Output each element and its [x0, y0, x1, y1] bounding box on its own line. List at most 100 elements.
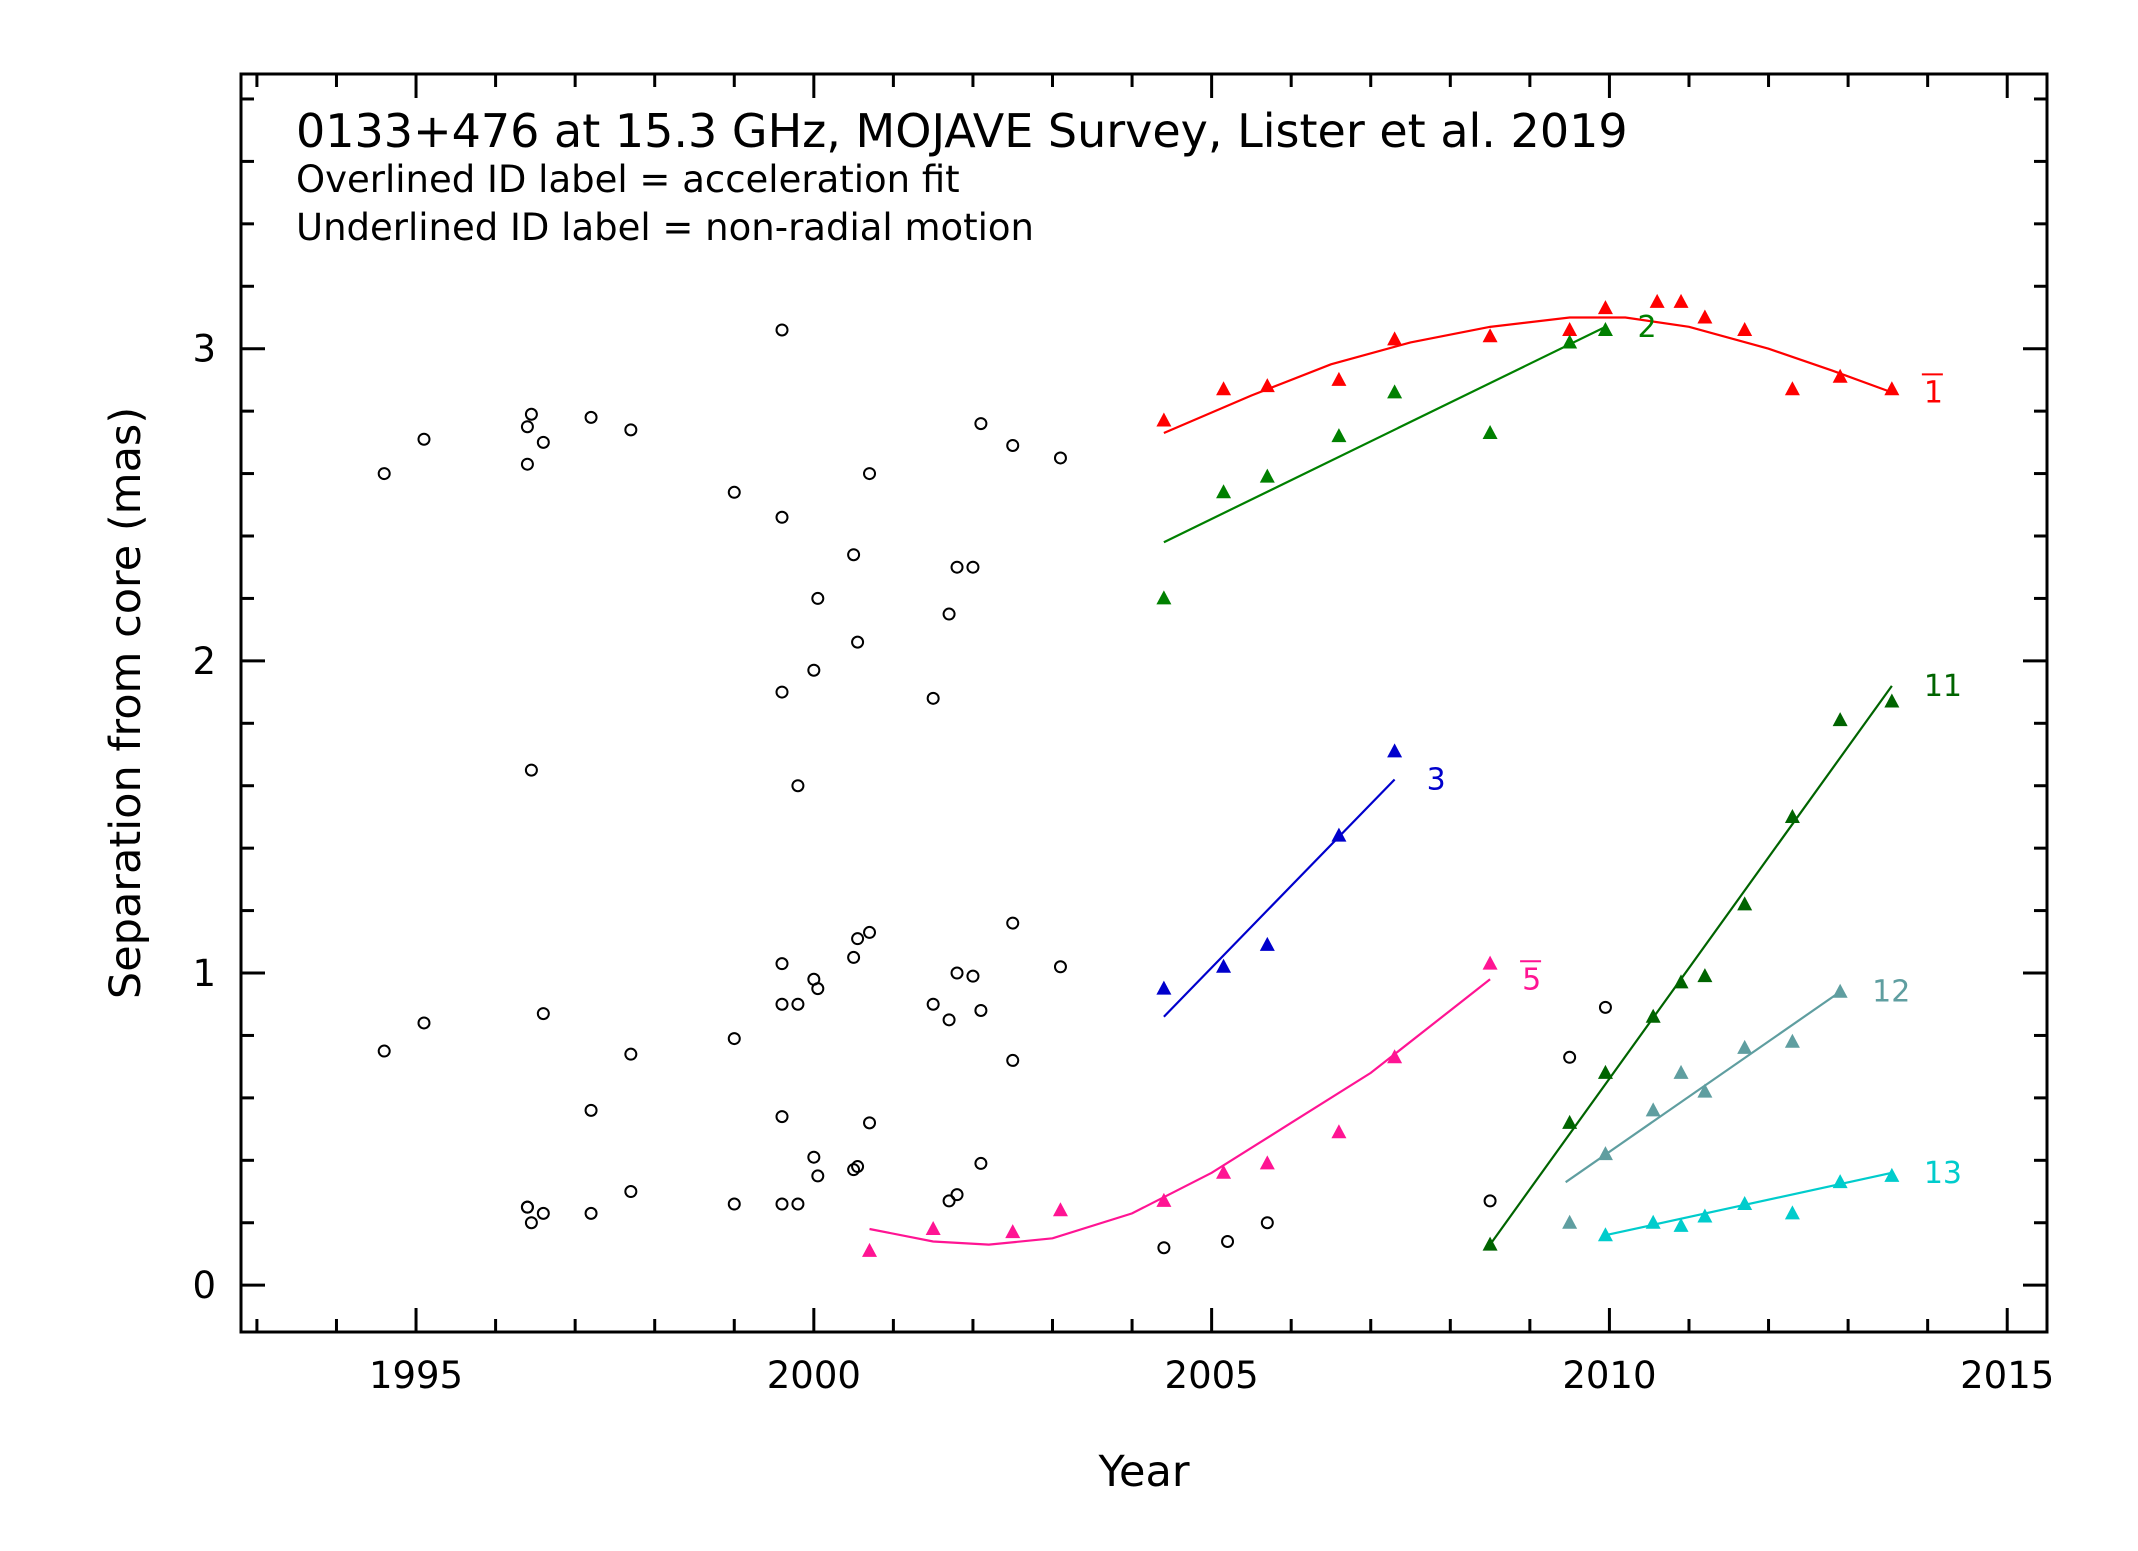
triangle-point-5: [1482, 955, 1498, 970]
open-circle-point: [775, 685, 789, 699]
triangle-point-2: [1331, 428, 1347, 443]
triangle-point-12: [1832, 983, 1848, 998]
open-circle-point: [624, 1185, 638, 1199]
triangle-point-2: [1216, 484, 1232, 499]
open-circle-point: [974, 1003, 988, 1017]
triangle-point-1: [1832, 368, 1848, 383]
triangle-point-13: [1645, 1214, 1661, 1229]
open-circle-point: [1006, 1053, 1020, 1067]
open-circle-point: [727, 485, 741, 499]
open-circle-point: [950, 560, 964, 574]
triangle-point-2: [1387, 384, 1403, 399]
triangle-point-11: [1697, 968, 1713, 983]
open-circle-point: [942, 607, 956, 621]
triangle-point-11: [1482, 1236, 1498, 1251]
open-circle-point: [775, 997, 789, 1011]
open-circle-point: [1006, 438, 1020, 452]
x-axis-label: Year: [1097, 1447, 1189, 1497]
open-circle-point: [584, 410, 598, 424]
fit-line-12: [1565, 990, 1841, 1184]
triangle-point-2: [1259, 468, 1275, 483]
open-circle-point: [536, 1007, 550, 1021]
triangle-point-3: [1156, 980, 1172, 995]
triangle-point-1: [1784, 381, 1800, 396]
open-circle-point: [791, 997, 805, 1011]
triangle-point-12: [1562, 1214, 1578, 1229]
open-circle-point: [1563, 1050, 1577, 1064]
triangle-point-1: [1216, 381, 1232, 396]
plot-frame: [239, 72, 2049, 1334]
open-circle-point: [624, 423, 638, 437]
open-circle-point: [775, 957, 789, 971]
triangle-point-5: [1259, 1155, 1275, 1170]
triangle-point-5: [862, 1242, 878, 1257]
triangle-point-3: [1331, 827, 1347, 842]
open-circle-point: [950, 1188, 964, 1202]
series-label-1: 1: [1924, 375, 1943, 410]
open-circle-point: [584, 1103, 598, 1117]
open-circle-point: [926, 691, 940, 705]
open-circle-point: [974, 1156, 988, 1170]
triangle-point-1: [1697, 309, 1713, 324]
triangle-point-3: [1216, 958, 1232, 973]
triangle-point-1: [1387, 331, 1403, 346]
fit-lines: [869, 316, 1893, 1246]
triangle-point-5: [1216, 1164, 1232, 1179]
triangle-point-11: [1562, 1114, 1578, 1129]
triangle-point-11: [1597, 1064, 1613, 1079]
y-tick-label: 2: [192, 640, 216, 683]
triangle-point-12: [1737, 1039, 1753, 1054]
open-circle-point: [520, 420, 534, 434]
triangle-point-5: [1331, 1124, 1347, 1139]
triangle-point-11: [1645, 1008, 1661, 1023]
open-circle-point: [847, 950, 861, 964]
triangle-point-2: [1156, 590, 1172, 605]
series-label-11: 11: [1924, 669, 1962, 704]
open-circle-point: [807, 1150, 821, 1164]
triangle-point-13: [1884, 1167, 1900, 1182]
y-axis-label: Separation from core (mas): [101, 407, 151, 999]
triangle-point-1: [1884, 381, 1900, 396]
data-points: [377, 293, 1900, 1257]
triangle-point-5: [1005, 1224, 1021, 1239]
fit-line-2: [1163, 325, 1606, 544]
y-tick-label: 0: [192, 1264, 216, 1307]
x-tick-label: 2010: [1562, 1354, 1656, 1397]
series-label-12: 12: [1872, 975, 1910, 1010]
open-circle-point: [811, 1169, 825, 1183]
triangle-point-1: [1156, 412, 1172, 427]
series-label-13: 13: [1924, 1156, 1962, 1191]
annotation-acceleration: Overlined ID label = acceleration fit: [296, 158, 960, 201]
series-label-3: 3: [1427, 762, 1446, 797]
open-circle-point: [775, 1110, 789, 1124]
triangle-point-2: [1482, 424, 1498, 439]
open-circle-point: [847, 548, 861, 562]
open-circle-point: [727, 1032, 741, 1046]
open-circle-point: [942, 1194, 956, 1208]
triangle-point-11: [1884, 693, 1900, 708]
open-circle-point: [851, 932, 865, 946]
open-circle-point: [775, 323, 789, 337]
open-circle-point: [926, 997, 940, 1011]
triangle-point-13: [1697, 1208, 1713, 1223]
open-circle-point: [863, 925, 877, 939]
triangle-point-2: [1562, 334, 1578, 349]
open-circle-point: [1221, 1234, 1235, 1248]
open-circle-point: [775, 1197, 789, 1211]
triangle-point-5: [925, 1220, 941, 1235]
triangle-point-1: [1562, 321, 1578, 336]
triangle-point-1: [1597, 300, 1613, 315]
open-circle-point: [520, 1200, 534, 1214]
open-circle-point: [807, 663, 821, 677]
open-circle-point: [1260, 1216, 1274, 1230]
open-circle-point: [377, 467, 391, 481]
open-circle-point: [1157, 1241, 1171, 1255]
triangle-point-3: [1387, 743, 1403, 758]
triangle-point-1: [1331, 371, 1347, 386]
chart-title: 0133+476 at 15.3 GHz, MOJAVE Survey, Lis…: [296, 104, 1628, 158]
x-tick-label: 2005: [1165, 1354, 1259, 1397]
triangle-point-2: [1597, 321, 1613, 336]
